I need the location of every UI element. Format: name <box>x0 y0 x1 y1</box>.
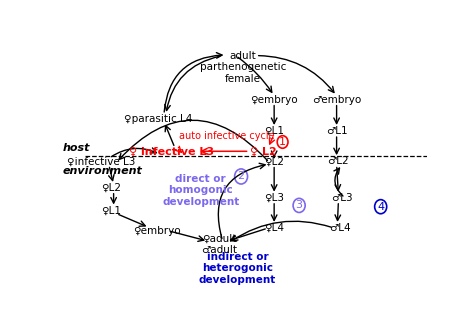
Text: ♀parasitic L4: ♀parasitic L4 <box>124 113 192 124</box>
Text: adult
parthenogenetic
female: adult parthenogenetic female <box>200 51 286 84</box>
Text: ♂embryo: ♂embryo <box>312 95 361 105</box>
Text: ♀adult
♂adult: ♀adult ♂adult <box>201 234 237 255</box>
Text: environment: environment <box>63 166 143 177</box>
Text: ♀L2: ♀L2 <box>100 183 121 193</box>
Text: ♂L3: ♂L3 <box>331 193 353 203</box>
Text: direct or
homogonic
development: direct or homogonic development <box>162 174 239 207</box>
Text: ♀ L2: ♀ L2 <box>250 146 276 156</box>
Text: ♀L2: ♀L2 <box>264 156 284 166</box>
Text: auto infective cycle: auto infective cycle <box>179 131 274 141</box>
Text: ♀L4: ♀L4 <box>264 223 284 233</box>
Text: ♀infective L3: ♀infective L3 <box>67 156 136 166</box>
Text: host: host <box>63 143 91 152</box>
Text: 1: 1 <box>279 137 286 147</box>
Text: 4: 4 <box>377 202 384 212</box>
Text: ♂L2: ♂L2 <box>328 156 349 166</box>
Text: ♀L1: ♀L1 <box>264 126 284 136</box>
Text: ♀embryo: ♀embryo <box>250 95 298 105</box>
Text: ♀L3: ♀L3 <box>264 193 284 203</box>
Text: ♂L4: ♂L4 <box>329 223 351 233</box>
Text: indirect or
heterogonic
development: indirect or heterogonic development <box>199 252 276 285</box>
Text: ♂L1: ♂L1 <box>326 126 347 136</box>
Text: ♀embryo: ♀embryo <box>133 226 181 235</box>
Text: ♀L1: ♀L1 <box>100 205 121 215</box>
Text: 3: 3 <box>296 200 302 210</box>
Text: 2: 2 <box>237 171 245 181</box>
Text: ♀ infective L3: ♀ infective L3 <box>129 146 214 156</box>
